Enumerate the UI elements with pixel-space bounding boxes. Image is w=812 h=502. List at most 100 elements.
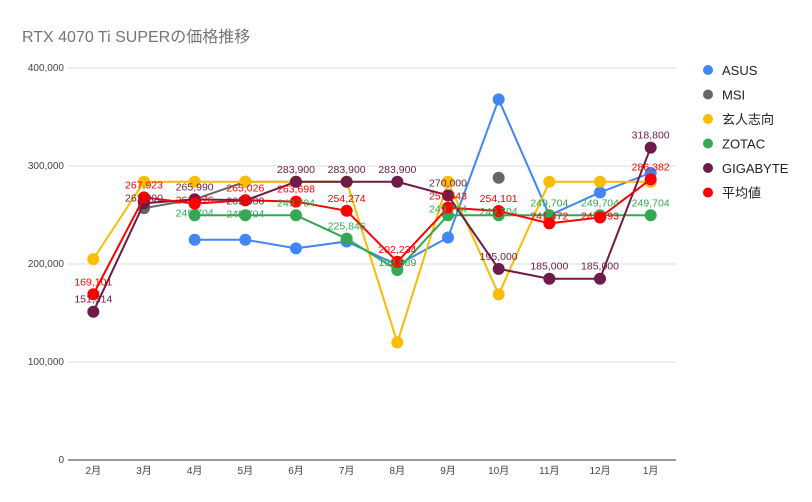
data-label: 185,000 [530,261,568,273]
legend-item: MSI [703,88,745,103]
data-point [239,175,252,188]
legend-label: MSI [722,88,745,103]
x-tick-label: 11月 [539,465,559,477]
series-line [92,178,651,346]
data-point [188,209,201,222]
data-point [543,272,556,285]
y-tick-label: 100,000 [28,357,65,368]
data-label: 195,000 [480,251,518,263]
data-label: 261,576 [176,194,214,206]
legend-marker [703,187,713,198]
data-point [442,189,454,202]
series-平均値 [87,173,657,301]
data-label: 249,704 [480,206,518,218]
data-label: 249,704 [176,207,214,219]
legend-label: 玄人志向 [722,112,774,127]
data-point [290,175,302,188]
data-label: 283,900 [328,164,366,176]
data-label: 263,698 [277,184,315,196]
legend-marker [703,138,713,149]
data-point [138,175,150,188]
data-point [594,186,606,199]
data-point [188,175,201,188]
data-label: 249,704 [581,197,619,209]
y-tick-label: 0 [58,455,64,466]
data-label: 185,000 [581,261,619,273]
data-label: 249,704 [226,208,264,220]
data-point [492,288,505,301]
data-label: 283,900 [277,164,315,176]
data-point [87,253,100,266]
data-point [188,197,201,210]
data-point [340,204,353,217]
data-point [594,175,606,188]
x-tick-label: 3月 [136,465,152,477]
data-point [87,288,100,301]
x-tick-label: 1月 [643,465,659,477]
legend-label: ZOTAC [722,137,765,152]
data-label: 265,990 [176,181,214,193]
data-label: 270,000 [429,177,467,189]
x-tick-label: 5月 [238,465,254,477]
data-point [492,204,505,217]
y-tick-label: 200,000 [28,259,65,270]
x-tick-label: 6月 [288,465,304,477]
x-tick-label: 4月 [187,465,203,477]
x-tick-label: 9月 [440,465,456,477]
data-label: 249,704 [277,197,315,209]
data-label: 193,889 [378,257,416,269]
legend-item: GIGABYTE [703,161,789,176]
chart-title: RTX 4070 Ti SUPERの価格推移 [22,28,250,46]
data-label: 286,382 [632,161,670,173]
data-point [239,233,252,246]
data-point [290,209,302,222]
data-point [644,209,657,222]
data-label: 267,923 [125,179,163,191]
data-point [239,194,252,207]
series-line [194,214,651,272]
data-label: 225,846 [328,221,366,233]
data-label: 249,704 [530,197,568,209]
x-tick-label: 12月 [589,465,610,477]
legend-item: ZOTAC [703,137,765,152]
data-point [391,175,404,188]
data-label: 265,000 [226,195,264,207]
data-point [543,217,556,230]
data-point [442,231,454,244]
legend-marker [703,65,713,75]
data-label: 265,026 [226,182,264,194]
legend-marker [703,114,713,124]
series-GIGABYTE [87,141,657,318]
data-label: 249,704 [632,197,670,209]
data-point [87,305,100,318]
legend-item: 玄人志向 [703,112,774,127]
data-point [594,211,606,224]
data-label: 283,900 [378,164,416,176]
legend-label: 平均値 [722,186,761,201]
series-line [92,178,652,295]
data-point [188,233,201,246]
data-point [644,173,657,186]
data-point [239,209,252,222]
data-point [138,191,150,204]
data-point [442,201,454,214]
legend-label: GIGABYTE [722,161,789,176]
data-label: 262,000 [125,192,163,204]
data-point [492,171,505,184]
data-point [340,175,353,188]
x-tick-label: 10月 [488,465,509,477]
data-label: 202,234 [378,244,416,256]
data-point [442,175,454,188]
y-tick-label: 400,000 [28,63,65,74]
data-point [391,255,404,268]
data-label: 257,543 [429,190,467,202]
legend-marker [703,89,713,100]
data-point [340,232,353,245]
data-point [492,262,505,275]
data-label: 241,472 [530,210,568,222]
data-point [644,141,657,154]
data-label: 247,493 [581,210,619,222]
data-point [594,272,606,285]
x-tick-label: 2月 [86,465,102,477]
